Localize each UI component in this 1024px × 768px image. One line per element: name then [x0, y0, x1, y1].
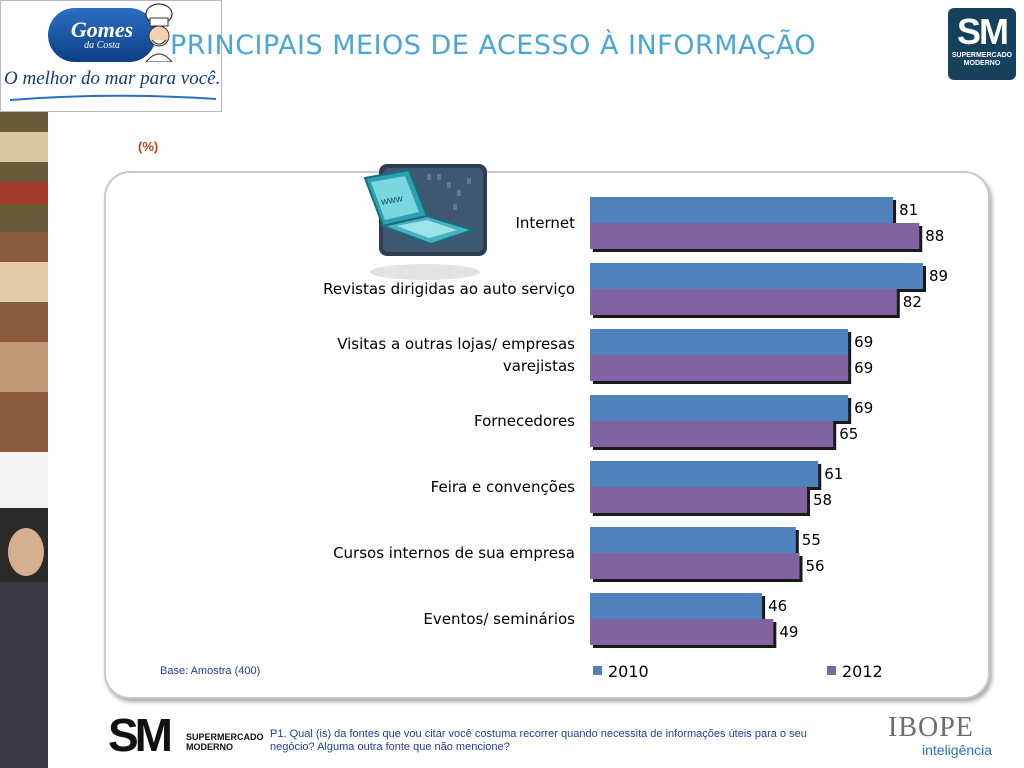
- data-label: 69: [854, 333, 873, 351]
- bar-2012: [590, 223, 920, 249]
- bar-2012: [590, 619, 774, 645]
- bar-2010: [590, 263, 923, 289]
- unit-label: (%): [138, 139, 159, 154]
- laptop-www-icon: www: [363, 164, 487, 280]
- data-label: 58: [813, 491, 832, 509]
- brand-badge: Gomes da Costa: [48, 8, 156, 62]
- chef-icon: [145, 3, 173, 62]
- bar-2012: [590, 487, 808, 513]
- sm-footer-mark: SM: [108, 709, 173, 761]
- base-note: Base: Amostra (400): [160, 665, 261, 677]
- data-label: 61: [824, 465, 843, 483]
- data-label: 46: [768, 597, 787, 615]
- bar-2012: [590, 421, 834, 447]
- data-label: 81: [899, 201, 918, 219]
- category-label: Feira e convenções: [431, 478, 576, 496]
- data-label: 55: [802, 531, 821, 549]
- bar-2012: [590, 553, 800, 579]
- data-label: 88: [925, 227, 944, 245]
- photo-strip: [0, 112, 48, 768]
- category-label: Revistas dirigidas ao auto serviço: [323, 280, 575, 298]
- category-label: Visitas a outras lojas/ empresas varejist…: [337, 335, 575, 375]
- page-title: PRINCIPAIS MEIOS DE ACESSO À INFORMAÇÃO: [170, 30, 817, 61]
- category-label: Eventos/ seminários: [423, 610, 575, 628]
- category-label: Fornecedores: [474, 412, 575, 430]
- data-label: 89: [929, 267, 948, 285]
- sm-logo: SM SUPERMERCADO MODERNO: [948, 8, 1016, 80]
- data-label: 82: [903, 293, 922, 311]
- ibope-sub: inteligência: [922, 742, 993, 758]
- legend-swatch-2010: [593, 666, 602, 675]
- brand-sub: da Costa: [84, 40, 120, 51]
- bar-2010: [590, 461, 819, 487]
- bar-2010: [590, 395, 849, 421]
- bar-2012: [590, 289, 897, 315]
- legend-swatch-2012: [827, 666, 836, 675]
- survey-question: P1. Qual (is) da fontes que vou citar vo…: [270, 728, 807, 753]
- category-label: Internet: [515, 214, 575, 232]
- data-label: 65: [839, 425, 858, 443]
- data-label: 49: [779, 623, 798, 641]
- sm-footer-sub-line: SUPERMERCADO: [186, 732, 264, 742]
- sm-footer-sub: SUPERMERCADO MODERNO: [186, 732, 264, 752]
- bar-2010: [590, 329, 849, 355]
- sm-logo-sub: SUPERMERCADO: [951, 52, 1013, 59]
- sm-logo-sub: MODERNO: [963, 60, 1001, 67]
- data-label: 69: [854, 359, 873, 377]
- sm-footer-sub-line: MODERNO: [186, 742, 233, 752]
- brand-slogan: O melhor do mar para você.: [4, 68, 221, 89]
- legend-label-2012: 2012: [842, 662, 883, 681]
- legend-label-2010: 2010: [608, 662, 649, 681]
- slogan-swoosh: [10, 94, 216, 101]
- chart-panel: [104, 171, 990, 699]
- data-label: 69: [854, 399, 873, 417]
- sm-logo-mark: SM: [957, 11, 1009, 52]
- bar-2012: [590, 355, 849, 381]
- category-label: Cursos internos de sua empresa: [333, 544, 575, 562]
- bar-2010: [590, 593, 763, 619]
- bar-2010: [590, 527, 796, 553]
- brand-name: Gomes: [70, 17, 134, 42]
- svg-text:www: www: [379, 193, 404, 208]
- ibope-logo: IBOPE: [888, 712, 974, 743]
- data-label: 56: [806, 557, 825, 575]
- bar-2010: [590, 197, 894, 223]
